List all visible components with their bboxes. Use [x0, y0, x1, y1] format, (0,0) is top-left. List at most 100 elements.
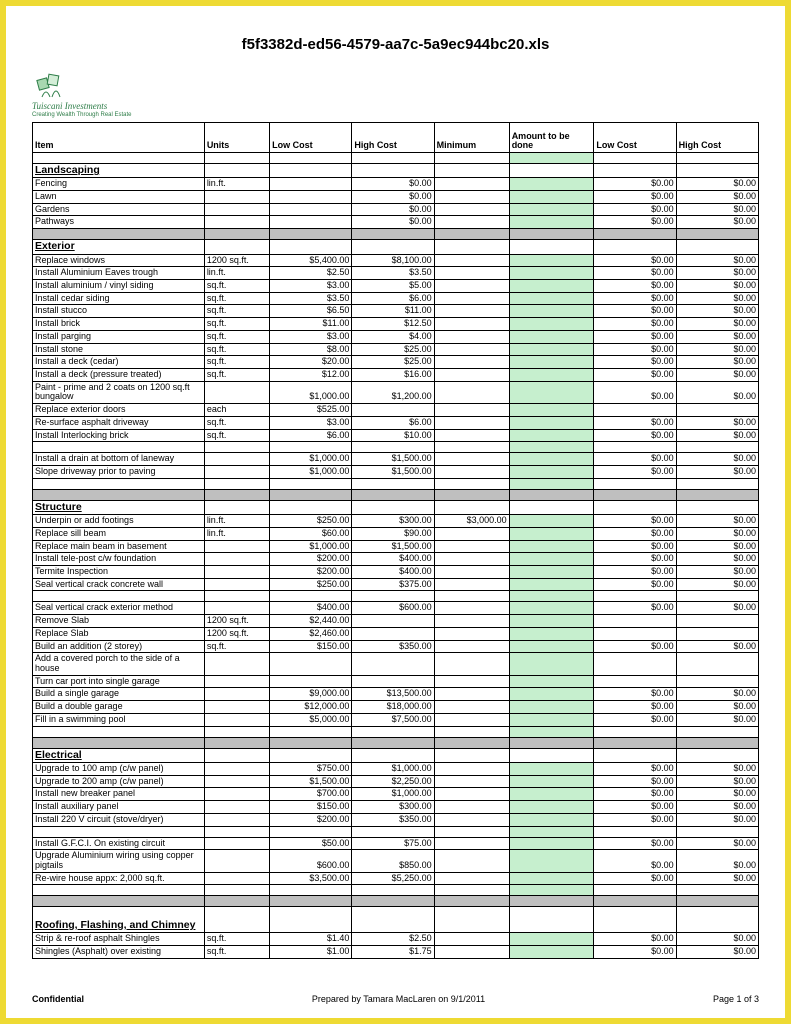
cell-units [204, 381, 269, 403]
cell-amount [509, 540, 594, 553]
cell-item: Fill in a swimming pool [33, 713, 205, 726]
cell-amount [509, 615, 594, 628]
cell-amount [509, 515, 594, 528]
cell-low-cost: $600.00 [270, 850, 352, 872]
cell-low-cost: $12,000.00 [270, 701, 352, 714]
cell-low-cost: $3.00 [270, 416, 352, 429]
cell-amount [509, 627, 594, 640]
cell-low-cost [270, 203, 352, 216]
cell-amount [509, 343, 594, 356]
cell-low-cost-2: $0.00 [594, 203, 676, 216]
table-row: Install tele-post c/w foundation $200.00$… [33, 553, 759, 566]
cell-high-cost-2: $0.00 [676, 762, 758, 775]
cell-high-cost: $2.50 [352, 933, 434, 946]
cell-high-cost-2: $0.00 [676, 788, 758, 801]
cell-high-cost-2: $0.00 [676, 292, 758, 305]
cell-low-cost-2: $0.00 [594, 429, 676, 442]
cell-high-cost: $5,250.00 [352, 872, 434, 885]
table-row: Remove Slab1200 sq.ft.$2,440.00 [33, 615, 759, 628]
cell-item: Install tele-post c/w foundation [33, 553, 205, 566]
cell-units [204, 813, 269, 826]
cell-low-cost [270, 216, 352, 229]
cell-low-cost: $3,500.00 [270, 872, 352, 885]
cell-high-cost: $5.00 [352, 279, 434, 292]
cell-units [204, 850, 269, 872]
table-row: Roofing, Flashing, and Chimney [33, 907, 759, 933]
cell-low-cost-2: $0.00 [594, 946, 676, 959]
cell-item: Shingles (Asphalt) over existing [33, 946, 205, 959]
cell-amount [509, 850, 594, 872]
header-units: Units [204, 123, 269, 153]
cell-low-cost-2: $0.00 [594, 565, 676, 578]
table-row: Replace Slab1200 sq.ft.$2,460.00 [33, 627, 759, 640]
cell-high-cost: $400.00 [352, 553, 434, 566]
table-row [33, 442, 759, 453]
cell-low-cost: $9,000.00 [270, 688, 352, 701]
table-row: Upgrade to 100 amp (c/w panel)$750.00$1,… [33, 762, 759, 775]
cell-item: Replace Slab [33, 627, 205, 640]
cell-low-cost: $1,000.00 [270, 453, 352, 466]
header-row: Item Units Low Cost High Cost Minimum Am… [33, 123, 759, 153]
cell-high-cost: $10.00 [352, 429, 434, 442]
cell-low-cost: $2,440.00 [270, 615, 352, 628]
cell-low-cost: $700.00 [270, 788, 352, 801]
cell-low-cost [270, 191, 352, 204]
cell-units [204, 565, 269, 578]
cell-high-cost: $300.00 [352, 801, 434, 814]
cell-high-cost: $90.00 [352, 527, 434, 540]
cell-high-cost: $0.00 [352, 178, 434, 191]
cell-amount [509, 191, 594, 204]
cell-low-cost-2: $0.00 [594, 254, 676, 267]
cell-high-cost-2: $0.00 [676, 369, 758, 382]
cell-amount [509, 762, 594, 775]
cell-minimum [434, 305, 509, 318]
cell-low-cost: $200.00 [270, 553, 352, 566]
cell-high-cost: $6.00 [352, 416, 434, 429]
cell-low-cost: $20.00 [270, 356, 352, 369]
cell-high-cost: $0.00 [352, 216, 434, 229]
cell-units: sq.ft. [204, 933, 269, 946]
cell-high-cost-2: $0.00 [676, 330, 758, 343]
cell-low-cost-2: $0.00 [594, 318, 676, 331]
section-label: Roofing, Flashing, and Chimney [33, 907, 205, 933]
cell-high-cost-2: $0.00 [676, 515, 758, 528]
cell-low-cost: $750.00 [270, 762, 352, 775]
cell-amount [509, 267, 594, 280]
table-row [33, 489, 759, 500]
section-label: Landscaping [33, 164, 205, 178]
cell-high-cost: $1,500.00 [352, 540, 434, 553]
table-row: Lawn$0.00$0.00$0.00 [33, 191, 759, 204]
header-amount: Amount to be done [509, 123, 594, 153]
cell-low-cost-2 [594, 627, 676, 640]
cell-low-cost: $2,460.00 [270, 627, 352, 640]
cell-item: Install brick [33, 318, 205, 331]
cell-high-cost-2: $0.00 [676, 933, 758, 946]
cell-low-cost: $11.00 [270, 318, 352, 331]
cell-amount [509, 453, 594, 466]
cell-units [204, 191, 269, 204]
cell-amount [509, 701, 594, 714]
cell-item: Fencing [33, 178, 205, 191]
cell-units [204, 553, 269, 566]
cell-high-cost-2: $0.00 [676, 602, 758, 615]
cell-minimum [434, 713, 509, 726]
cell-item: Install a drain at bottom of laneway [33, 453, 205, 466]
cell-amount [509, 305, 594, 318]
cell-item: Upgrade to 200 amp (c/w panel) [33, 775, 205, 788]
cell-item: Install cedar siding [33, 292, 205, 305]
cell-minimum [434, 775, 509, 788]
cell-high-cost-2: $0.00 [676, 191, 758, 204]
cell-low-cost: $200.00 [270, 565, 352, 578]
cell-high-cost: $16.00 [352, 369, 434, 382]
cell-units: lin.ft. [204, 515, 269, 528]
cell-minimum [434, 762, 509, 775]
cell-low-cost-2: $0.00 [594, 933, 676, 946]
cell-item: Install a deck (cedar) [33, 356, 205, 369]
cell-item: Lawn [33, 191, 205, 204]
cell-low-cost-2: $0.00 [594, 343, 676, 356]
cell-low-cost: $250.00 [270, 515, 352, 528]
cell-units [204, 775, 269, 788]
cell-high-cost [352, 653, 434, 675]
cell-low-cost-2: $0.00 [594, 267, 676, 280]
cell-high-cost: $25.00 [352, 356, 434, 369]
